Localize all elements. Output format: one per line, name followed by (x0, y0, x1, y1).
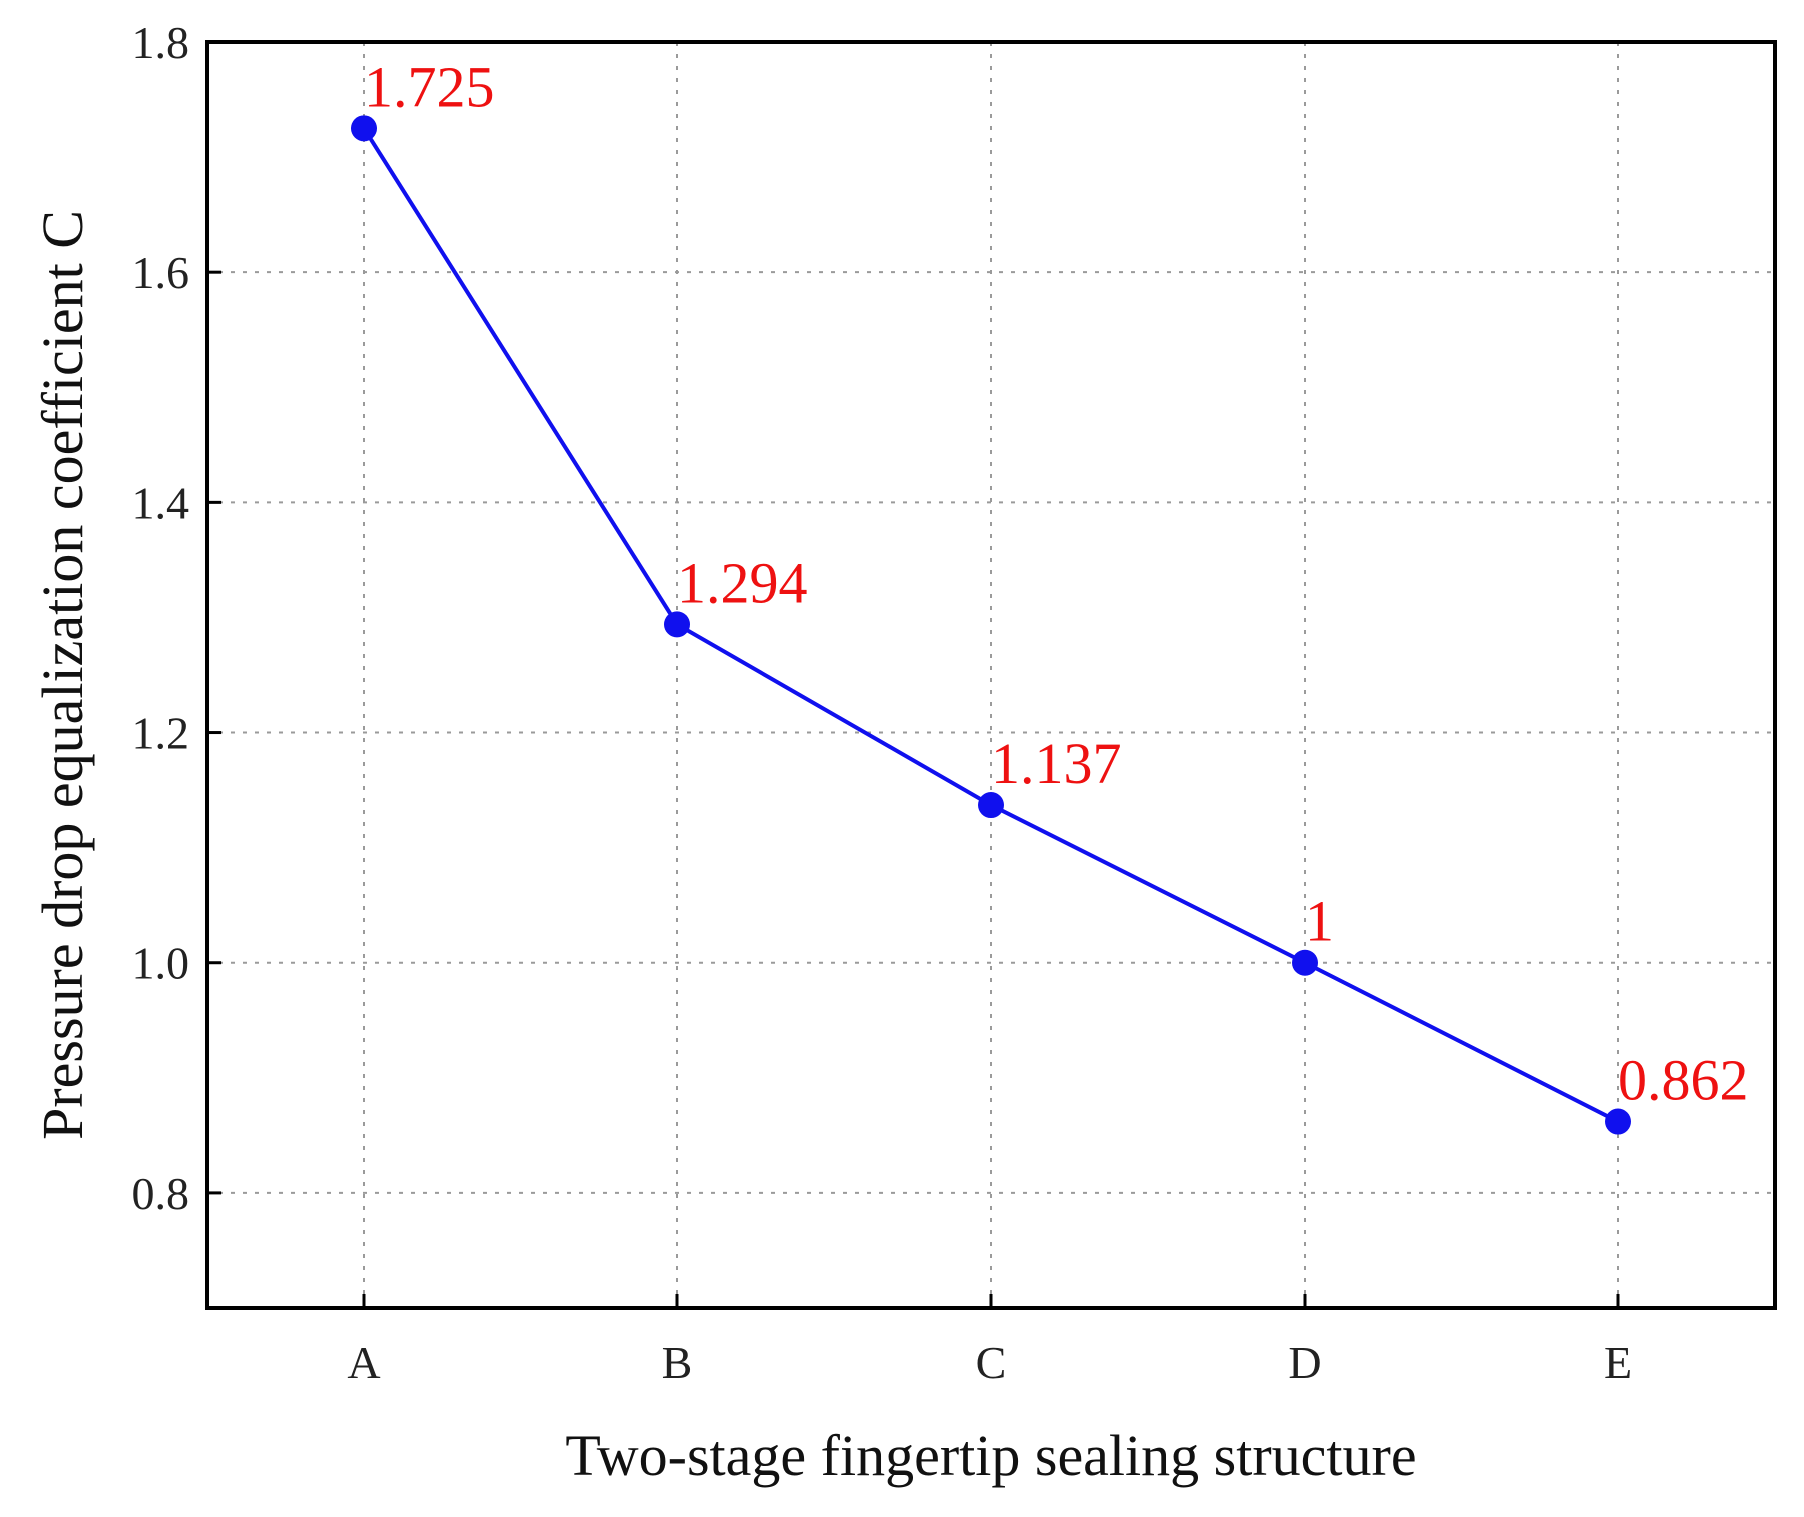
data-labels: 1.725 1.294 1.137 1 0.862 (364, 54, 1749, 1112)
data-point (1605, 1108, 1631, 1135)
x-tick-label: C (976, 1337, 1007, 1388)
y-tick-label: 1.8 (132, 17, 190, 68)
series-layer (351, 115, 1631, 1135)
data-label: 0.862 (1618, 1048, 1749, 1113)
x-tick-label: B (662, 1337, 693, 1388)
x-tick-label: E (1604, 1337, 1632, 1388)
x-tick-label: A (347, 1337, 380, 1388)
data-point (664, 611, 690, 638)
y-tick-label: 0.8 (132, 1168, 190, 1219)
grid (207, 42, 1775, 1308)
y-tick-label: 1.6 (132, 247, 190, 298)
data-point (351, 115, 377, 142)
data-label: 1.137 (991, 731, 1122, 796)
y-tick-label: 1.2 (132, 708, 190, 759)
x-axis-title: Two-stage fingertip sealing structure (565, 1423, 1416, 1488)
y-tick-label: 1.4 (132, 477, 190, 528)
data-point (1292, 949, 1318, 976)
data-label: 1 (1305, 889, 1334, 954)
y-tick-label: 1.0 (132, 938, 190, 989)
axis-ticks: 0.8 1.0 1.2 1.4 1.6 1.8 A B C D E (132, 17, 1633, 1388)
data-point (978, 792, 1004, 819)
data-label: 1.725 (364, 54, 495, 119)
y-axis-title: Pressure drop equalization coefficient C (30, 210, 95, 1140)
x-tick-label: D (1288, 1337, 1321, 1388)
data-label: 1.294 (677, 550, 808, 615)
